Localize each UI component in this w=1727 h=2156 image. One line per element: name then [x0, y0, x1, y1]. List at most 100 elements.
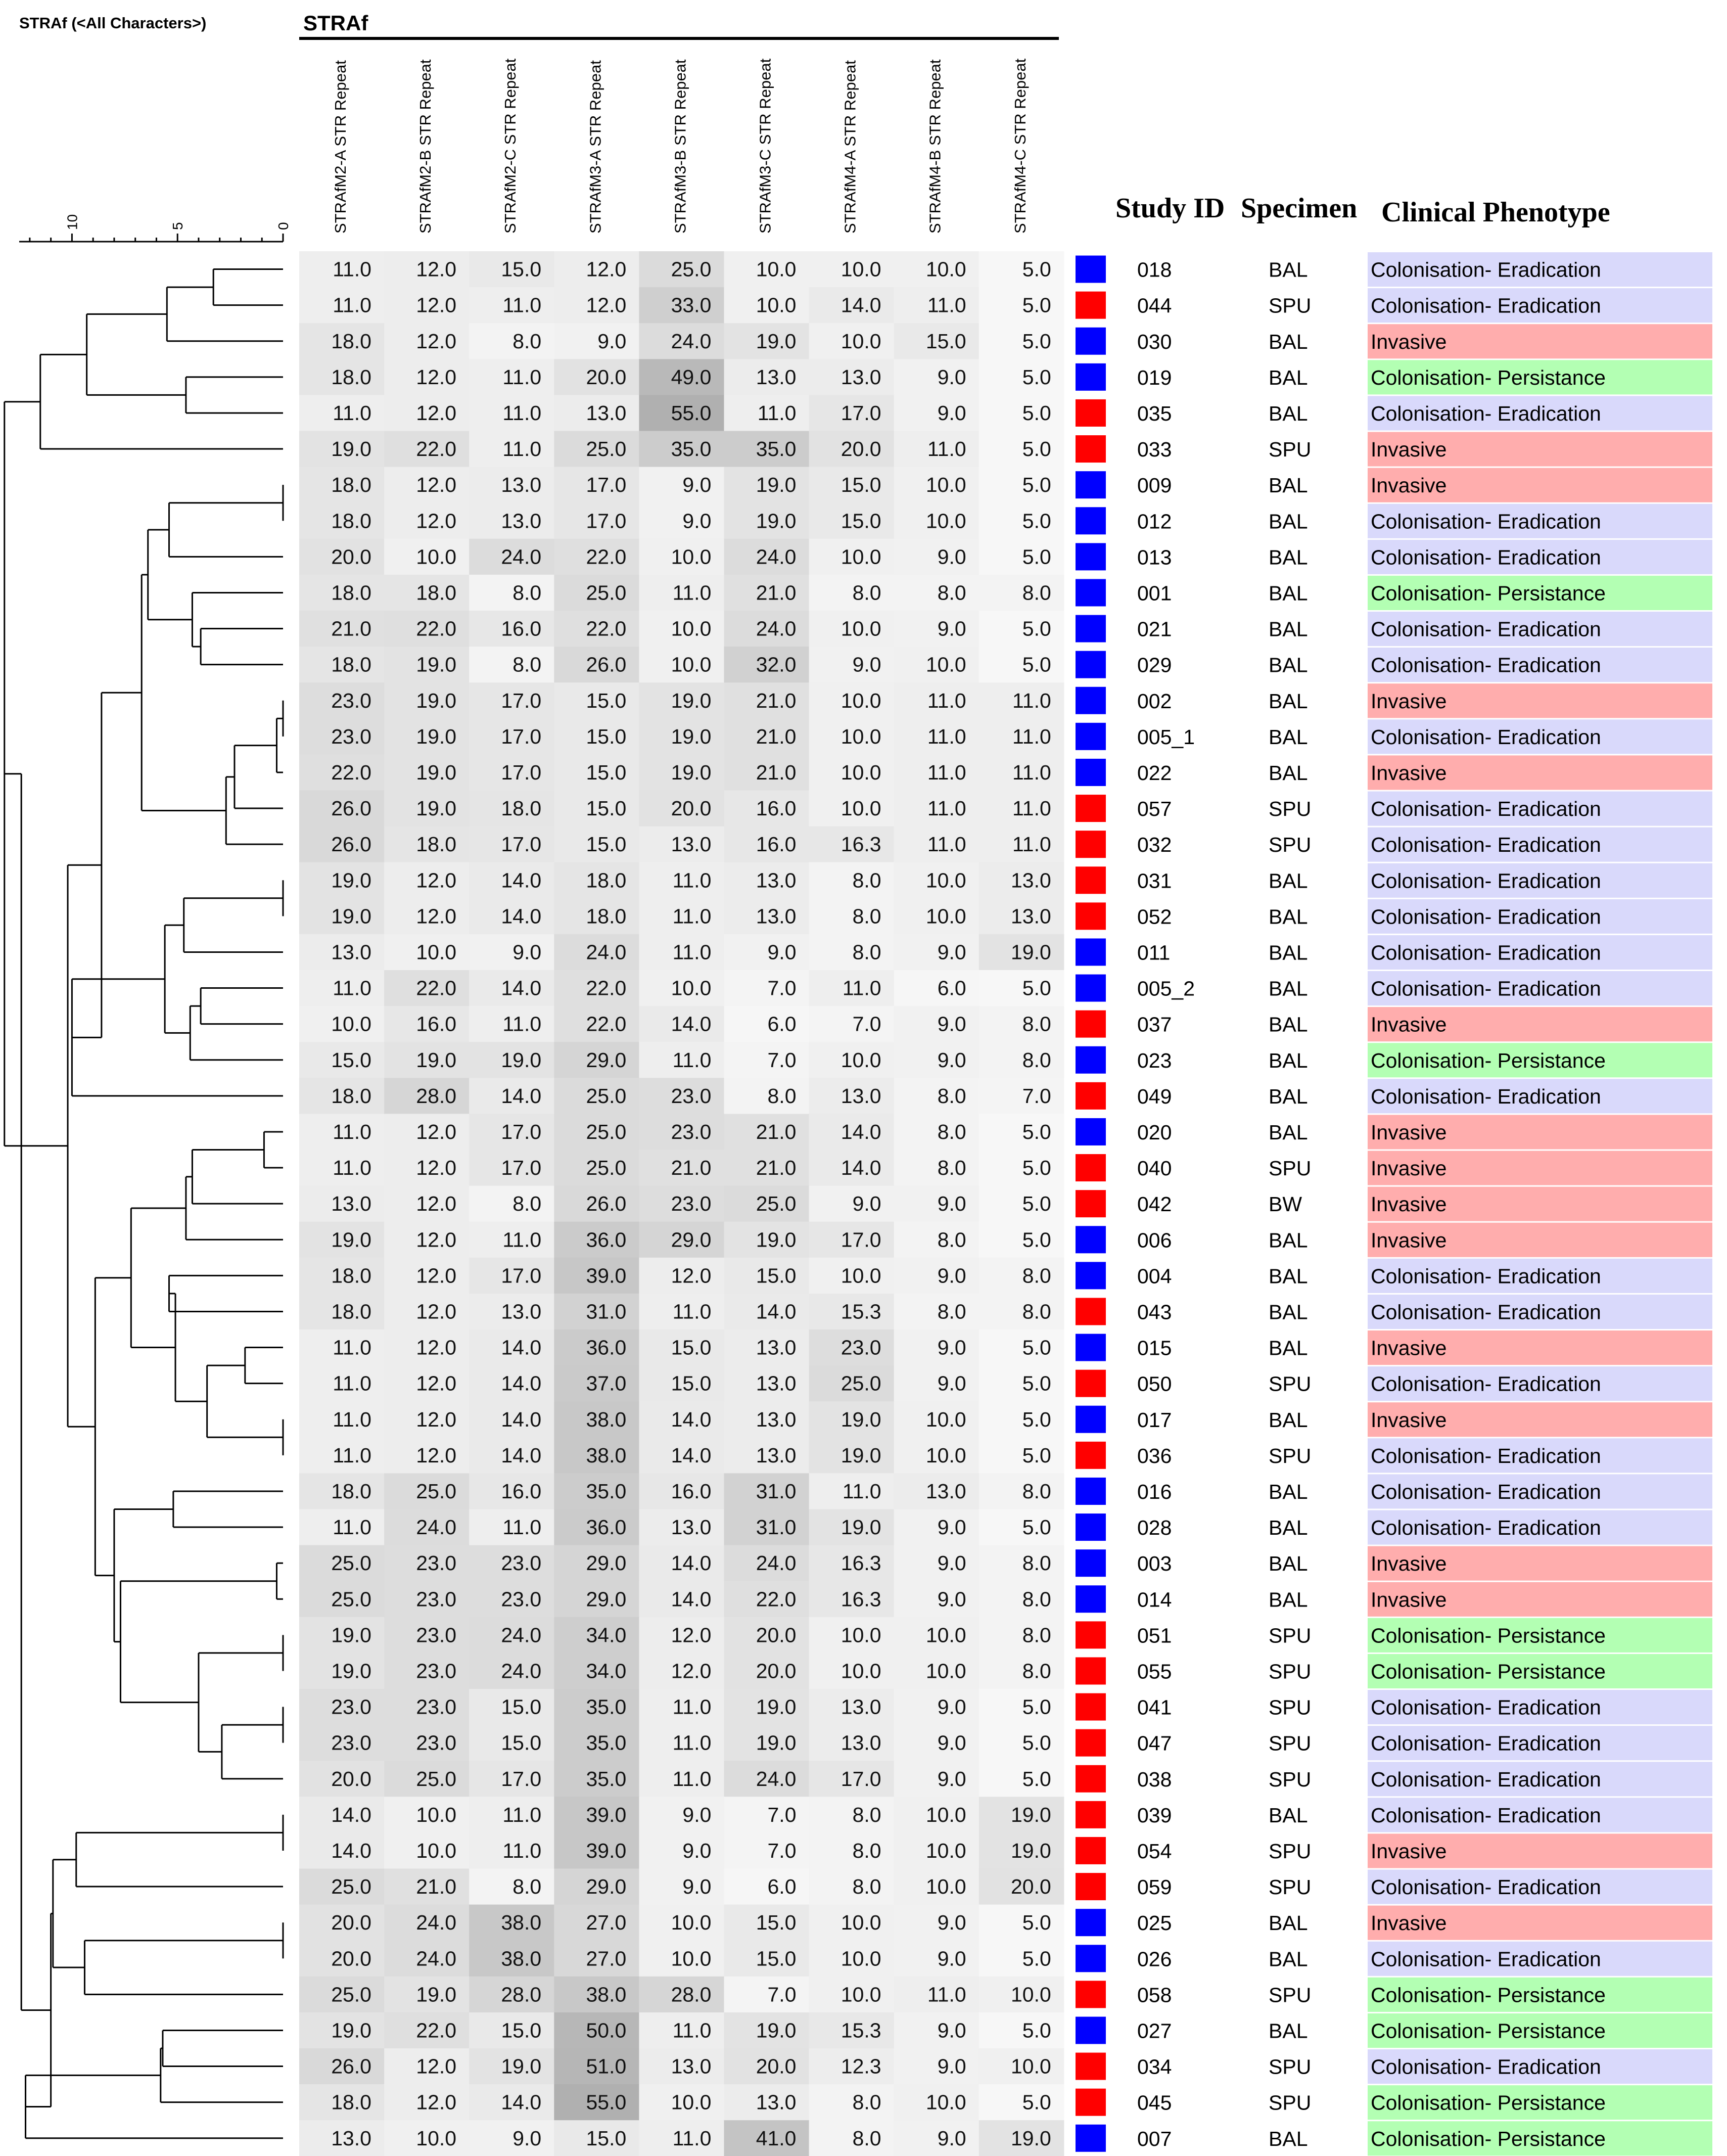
isolate-marker [1076, 1082, 1106, 1110]
study-id: 037 [1137, 1013, 1172, 1036]
heatmap-cell [978, 323, 1064, 359]
cell-value: 15.0 [331, 1048, 371, 1072]
heatmap-cell [894, 718, 979, 755]
heatmap-cell [724, 1365, 810, 1402]
heatmap-cell [469, 934, 554, 971]
heatmap-cell [978, 1940, 1064, 1977]
heatmap-cell [554, 1545, 639, 1582]
phenotype-bar [1368, 1618, 1712, 1653]
specimen: SPU [1269, 1768, 1311, 1791]
cell-value: 22.0 [416, 2019, 456, 2042]
heatmap-cell [639, 862, 724, 899]
isolate-marker [1076, 1657, 1106, 1685]
cell-value: 24.0 [756, 617, 797, 640]
phenotype-bar [1368, 2121, 1712, 2156]
heatmap-cell [809, 718, 895, 755]
heatmap-cell [639, 2084, 724, 2121]
clinical-phenotype: Invasive [1371, 1408, 1446, 1432]
heatmap-cell [724, 862, 810, 899]
clinical-phenotype: Colonisation- Eradication [1371, 1696, 1601, 1719]
cell-value: 18.0 [331, 1300, 371, 1323]
cell-value: 12.0 [416, 473, 456, 496]
cell-value: 19.0 [1011, 1803, 1051, 1826]
cell-value: 39.0 [586, 1839, 626, 1862]
cell-value: 10.0 [926, 1623, 966, 1646]
isolate-marker [1076, 795, 1106, 822]
cell-value: 7.0 [768, 1839, 797, 1862]
phenotype-bar [1368, 1331, 1712, 1365]
heatmap-cell [809, 574, 895, 611]
heatmap-cell [724, 359, 810, 395]
cell-value: 20.0 [331, 1911, 371, 1934]
heatmap-cell [894, 2048, 979, 2085]
heatmap-cell [978, 2048, 1064, 2085]
specimen: SPU [1269, 833, 1311, 856]
heatmap-cell [639, 251, 724, 288]
isolate-marker [1076, 1729, 1106, 1757]
cell-value: 11.0 [333, 1156, 371, 1179]
heatmap-cell [639, 359, 724, 395]
cell-value: 19.0 [756, 2019, 797, 2042]
heatmap-cell [809, 1257, 895, 1294]
study-id: 025 [1137, 1911, 1172, 1935]
heatmap-cell [724, 682, 810, 719]
clinical-phenotype: Colonisation- Eradication [1371, 510, 1601, 533]
heatmap-cell [299, 1617, 385, 1654]
heatmap-cell [639, 395, 724, 431]
cell-value: 5.0 [1022, 2091, 1051, 2114]
cell-value: 19.0 [331, 868, 371, 892]
phenotype-bar [1368, 648, 1712, 682]
specimen: SPU [1269, 1696, 1311, 1719]
cell-value: 10.0 [671, 977, 712, 1000]
cell-value: 23.0 [416, 1551, 456, 1575]
cell-value: 38.0 [586, 1444, 626, 1467]
cell-value: 13.0 [331, 2127, 371, 2150]
cell-value: 22.0 [586, 545, 626, 568]
clinical-phenotype: Invasive [1371, 438, 1446, 461]
heatmap-cell [554, 1509, 639, 1546]
cell-value: 16.0 [501, 1480, 541, 1503]
heatmap-cell [554, 323, 639, 359]
heatmap-cell [299, 2048, 385, 2085]
heatmap-cell [384, 1437, 470, 1474]
heatmap-cell [809, 1329, 895, 1366]
cell-value: 21.0 [756, 761, 797, 784]
cell-value: 5.0 [1022, 2019, 1051, 2042]
cell-value: 17.0 [501, 833, 541, 856]
cell-value: 19.0 [1011, 1839, 1051, 1862]
heatmap-cell [384, 611, 470, 647]
cell-value: 18.0 [331, 330, 371, 353]
cell-value: 13.0 [756, 1372, 797, 1395]
heatmap-cell [809, 1221, 895, 1258]
cell-value: 10.0 [926, 2091, 966, 2114]
study-id: 034 [1137, 2055, 1172, 2079]
specimen: BAL [1269, 1085, 1308, 1108]
clinical-phenotype: Colonisation- Eradication [1371, 618, 1601, 641]
heatmap-cell [978, 395, 1064, 431]
heatmap-cell [809, 1509, 895, 1546]
heatmap-cell [469, 611, 554, 647]
heatmap-cell [809, 1761, 895, 1797]
clinical-phenotype: Colonisation- Persistance [1371, 366, 1606, 389]
cell-value: 15.0 [586, 2127, 626, 2150]
heatmap-cell [299, 1653, 385, 1689]
isolate-marker [1076, 651, 1106, 678]
study-id: 039 [1137, 1804, 1172, 1827]
cell-value: 38.0 [501, 1911, 541, 1934]
cell-value: 19.0 [501, 2055, 541, 2078]
heatmap-cell [639, 1940, 724, 1977]
cell-value: 5.0 [1022, 258, 1051, 281]
specimen: BAL [1269, 761, 1308, 785]
phenotype-bar [1368, 1798, 1712, 1832]
cell-value: 23.0 [416, 1659, 456, 1682]
heatmap-cell [894, 1617, 979, 1654]
heatmap-cell [639, 323, 724, 359]
heatmap-cell [639, 2012, 724, 2049]
phenotype-bar [1368, 1402, 1712, 1437]
heatmap-cell [469, 1437, 554, 1474]
cell-value: 14.0 [841, 294, 881, 317]
cell-value: 7.0 [768, 977, 797, 1000]
heatmap-cell [639, 898, 724, 935]
heatmap-cell [384, 1185, 470, 1222]
cell-value: 35.0 [756, 437, 797, 461]
